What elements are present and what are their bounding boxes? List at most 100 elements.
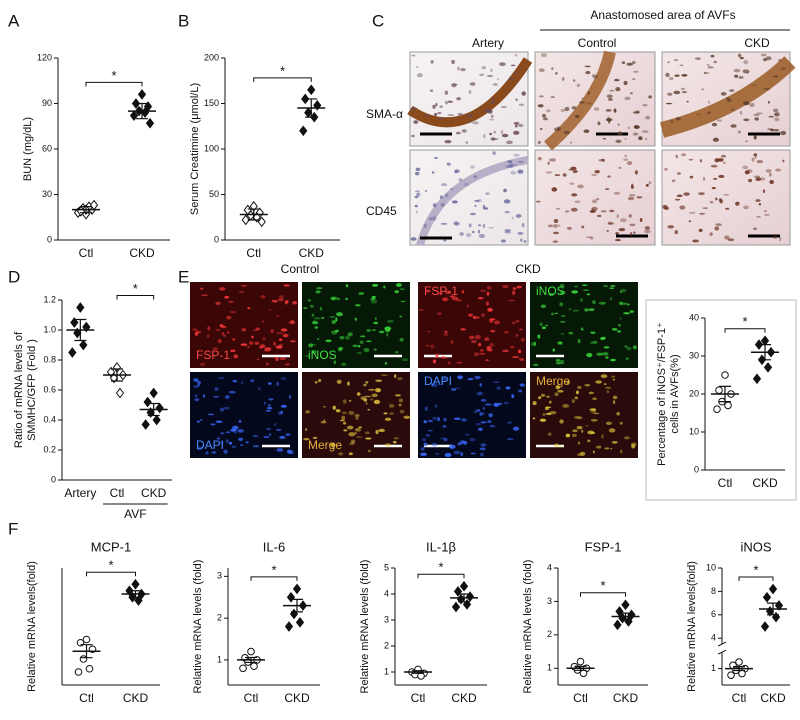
cell [461,129,467,133]
column-label: CKD [744,36,770,50]
cell [627,126,630,130]
cell [574,285,579,288]
cell [305,428,308,431]
cell [592,340,598,344]
panel-letter: A [8,11,20,30]
cell [493,131,496,134]
data-point [459,580,469,592]
cell [629,194,636,197]
cell [312,320,318,324]
cell [557,126,561,131]
cell [401,358,409,362]
cell [605,188,610,190]
cell [474,352,479,357]
y-axis-label: Relative mRNA levels (fold) [522,560,534,694]
cell [725,207,730,210]
cell [369,398,374,401]
data-point [137,89,147,100]
cell [512,426,520,431]
cell [609,297,613,301]
cell [645,138,648,140]
cell [455,387,461,389]
cell [380,374,388,377]
cell [413,120,419,124]
cell [574,396,578,400]
cell [579,451,586,456]
cell [223,449,228,454]
cell [585,70,591,75]
cell [679,205,686,210]
cell [780,130,787,136]
cell [496,386,501,390]
cell [559,419,564,424]
error-bar [759,344,771,361]
y-tick-label: 2 [217,613,222,623]
cell [538,396,542,400]
cell [330,443,336,447]
cell [315,290,321,294]
cell [571,433,577,438]
cell [469,212,477,216]
cell [559,283,565,288]
cell [336,297,341,301]
cell [423,442,428,447]
cell [598,301,606,305]
cell [560,314,566,317]
cell [625,357,629,360]
cell [515,319,520,323]
cell [720,154,727,158]
cell [484,337,490,341]
cell [733,68,741,73]
cell [447,100,453,103]
cell [399,409,405,414]
cell [506,438,514,441]
cell [371,295,376,299]
cell [466,114,473,117]
data-point [715,386,723,395]
cell [517,160,524,164]
cell [608,97,613,101]
cell [265,362,269,366]
cell [458,178,463,182]
cell [440,437,446,440]
tissue-band [407,57,533,128]
cell [513,122,520,125]
cell [518,349,522,354]
cell [590,409,597,414]
cell [617,131,623,136]
micrograph [418,282,526,368]
cell [671,179,676,183]
x-tick-label: Ctl [244,691,259,705]
cell [724,235,730,240]
micrograph [418,372,526,458]
cell [383,412,388,415]
cell [680,87,686,91]
cell [688,211,696,214]
channel-label: iNOS [308,348,337,362]
cell [423,223,427,229]
cell [710,164,718,168]
cell [465,233,472,238]
cell [414,204,418,208]
cell [477,229,481,234]
cell [443,417,447,422]
error-bar [247,208,260,221]
error-bar [733,666,745,672]
cell [463,182,470,186]
cell [199,287,204,290]
cell [359,335,366,338]
cell [711,122,718,127]
cell [627,303,630,306]
cell [457,375,464,380]
cell [276,448,284,452]
cell [455,131,461,135]
cell [714,158,720,163]
column-label: Artery [472,36,504,50]
x-tick-label: Ctl [246,246,261,260]
cell [615,86,621,92]
cell [609,287,615,289]
cell [437,112,442,114]
group-label: CKD [515,262,541,276]
cell [669,119,674,124]
textures [192,53,787,458]
